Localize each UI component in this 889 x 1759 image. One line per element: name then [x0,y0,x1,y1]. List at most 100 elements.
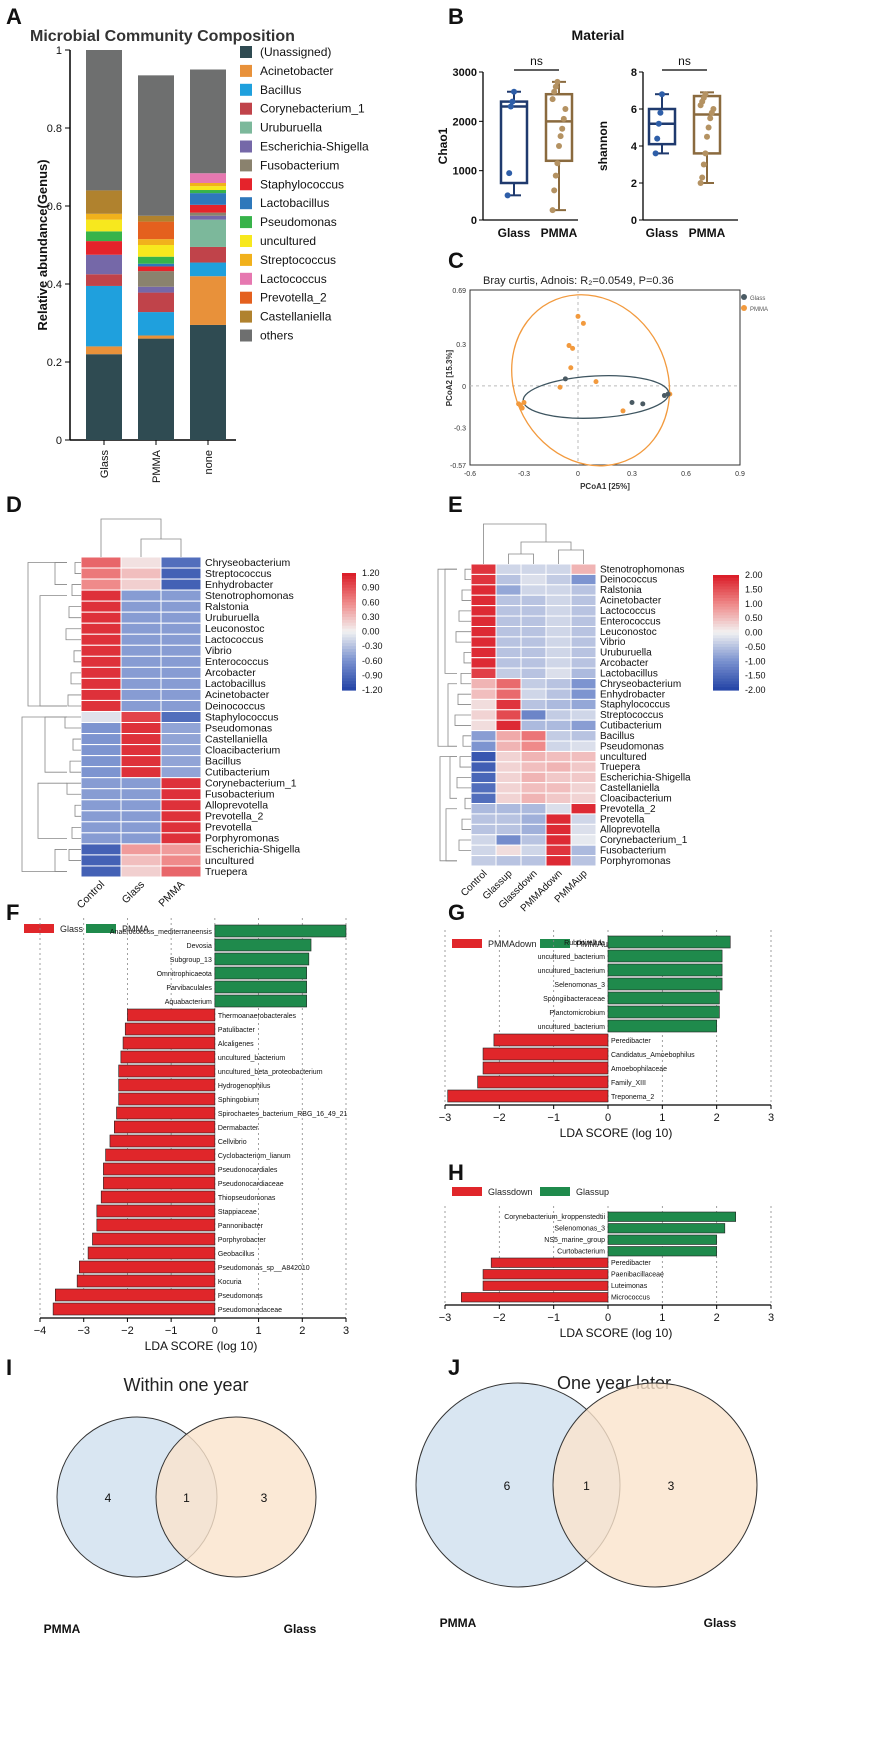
bar-label-parvibaculales: Parvibaculales [166,985,212,992]
scale-step [713,687,739,691]
heat-cell [495,646,522,659]
heat-cell [160,611,202,624]
dendrogram-branch [520,541,572,554]
panel-label-g: G [448,900,465,925]
scale-step [342,628,356,633]
data-point [559,125,566,132]
row-label-arcobacter: Arcobacter [205,667,256,679]
dendrogram-branch [74,804,81,817]
legend-dot-glass [741,294,747,300]
heat-cell [520,740,547,752]
heat-cell [495,605,522,617]
heat-cell [495,844,522,857]
lda-bar-omnitrophicaeota [214,966,307,980]
heat-cell [80,832,122,845]
y-tick-label: 3000 [453,67,477,79]
heat-cell [160,832,202,845]
dendrogram-branch [21,716,67,872]
dendrogram-branch [483,523,547,564]
data-point [704,133,710,140]
venn-circle-glass [155,1416,317,1578]
row-label-cloacibacterium: Cloacibacterium [205,744,281,756]
heat-cell [520,761,547,773]
bar-label-uncultured-beta-proteobacterium: uncultured_beta_proteobacterium [218,1069,323,1076]
heat-cell [495,615,522,627]
bar-segment--unassigned--pmma [138,338,174,440]
heat-cell [120,567,162,580]
heat-cell [570,563,597,575]
heat-cell [120,600,162,613]
lda-bar-stappiaceae [96,1204,216,1218]
row-label-enhydrobacter: Enhydrobacter [205,579,274,591]
scale-step [713,621,739,625]
point-pmma [521,400,527,405]
venn-count-left: 6 [504,1479,511,1493]
heat-cell [160,655,202,668]
bar-label-thermoanaerobacterales: Thermoanaerobacterales [218,1013,297,1020]
data-point [557,133,564,140]
panel-label-h: H [448,1160,464,1185]
bar-segment-acinetobacter-pmma [138,335,174,339]
panel-label-b: B [448,4,464,29]
heat-cell [120,688,162,701]
bar-label-pseudomonas: Pseudomonas [218,1293,263,1300]
lda-bar-thiopseudomonas [100,1190,216,1204]
scale-tick-label: 0.30 [362,612,380,622]
row-label-lactococcus: Lactococcus [205,634,263,646]
bar-label-uncultured-bacterium: uncultured_bacterium [538,954,605,961]
row-label-ralstonia: Ralstonia [205,601,249,613]
scale-step [713,589,739,593]
bar-label-hydrogenophilus: Hydrogenophilus [218,1083,271,1090]
heat-cell [545,688,572,700]
significance-label: ns [530,54,543,68]
heat-cell [545,584,572,596]
row-label-deinococcus: Deinococcus [205,700,265,712]
point-glass [640,401,646,407]
lda-bar-amoebophilaceae [482,1061,609,1075]
heat-cell [520,782,547,794]
legend-label-pmma: PMMA [122,924,149,934]
box-glass [499,100,529,185]
row-label-chryseobacterium: Chryseobacterium [600,679,681,690]
heat-cell [80,600,122,613]
scale-step [342,608,356,612]
dendrogram-branch [67,694,81,707]
scale-step [342,660,356,665]
scale-step [342,596,356,600]
row-label-vibrio: Vibrio [600,637,626,648]
legend-swatch--unassigned- [240,46,252,58]
heat-cell [470,688,497,700]
bar-label-omnitrophicaeota: Omnitrophicaeota [157,971,212,978]
lda-bar-curtobacterium [607,1246,717,1257]
heat-cell [160,699,202,712]
heat-cell [80,854,122,867]
bar-label-dermabacter: Dermabacter [218,1125,259,1132]
scale-step [713,664,739,668]
dendrogram-branch [444,568,457,674]
heat-cell [120,722,162,735]
heat-cell [80,655,122,668]
x-tick-label: −3 [77,1325,90,1337]
legend-swatch-glassup [540,1187,570,1196]
scale-step [713,600,739,605]
legend-swatch-lactococcus [240,272,252,285]
dendrogram-branch [456,777,471,789]
heat-cell [570,605,597,617]
scale-tick-label: -0.50 [745,642,766,652]
heat-cell [470,782,497,794]
bar-segment-castellaniella-glass [86,190,122,214]
lda-bar-spongiibacteraceae [607,991,720,1005]
heat-cell [80,567,122,580]
scale-tick-label: 0.50 [745,613,763,623]
row-label-enhydrobacter: Enhydrobacter [600,689,666,700]
venn-count-overlap: 1 [583,1479,590,1493]
row-label-lactococcus: Lactococcus [600,606,656,617]
legend-label-glass: Glass [60,924,84,934]
scale-step [713,658,739,662]
row-label-arcobacter: Arcobacter [600,658,649,669]
heat-cell [520,771,547,784]
scale-step [342,619,356,624]
scale-step [713,612,739,616]
y-tick-label: 0.4 [47,279,62,291]
